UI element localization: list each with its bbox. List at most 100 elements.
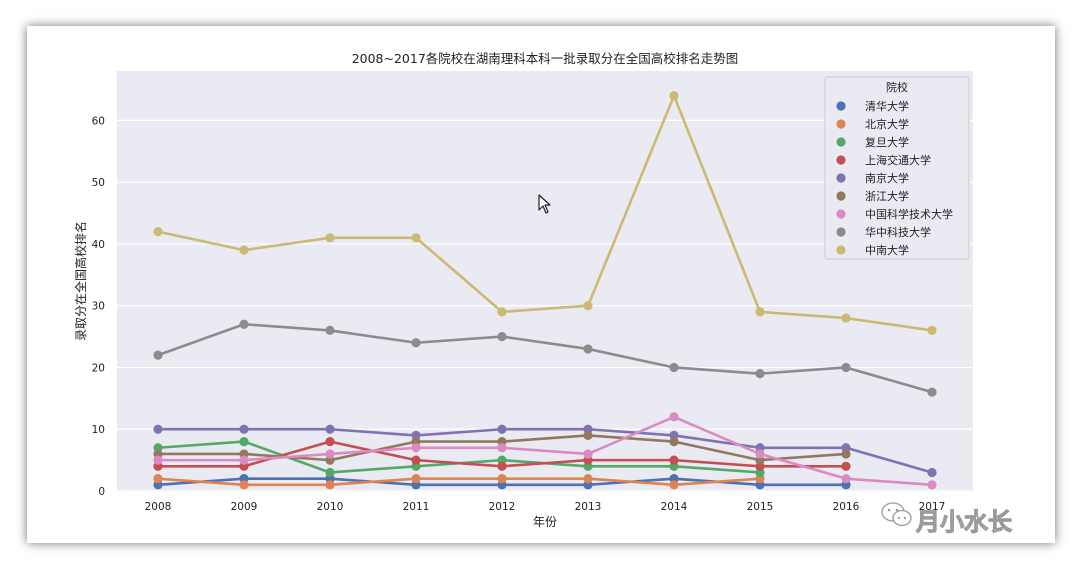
x-tick-label: 2013 (575, 501, 602, 513)
data-point (927, 387, 937, 397)
legend-marker (836, 137, 846, 147)
x-tick-label: 2011 (403, 501, 430, 513)
data-point (927, 325, 937, 336)
series-4 (153, 424, 937, 478)
data-point (755, 449, 765, 459)
y-tick-label: 40 (92, 239, 105, 251)
data-point (239, 436, 249, 447)
legend-label: 上海交通大学 (865, 153, 931, 167)
y-tick-label: 50 (92, 177, 105, 189)
x-tick-label: 2014 (661, 501, 688, 513)
data-point (927, 467, 937, 478)
data-point (497, 461, 507, 471)
data-point (669, 480, 679, 490)
mouse-cursor-icon (538, 194, 551, 214)
series-line (157, 322, 933, 394)
x-tick-label: 2008 (145, 501, 172, 513)
data-point (411, 443, 421, 453)
series-8 (153, 91, 937, 336)
x-tick-label: 2009 (231, 501, 258, 513)
series-line (158, 415, 933, 487)
data-point (239, 319, 249, 329)
x-tick-label: 2012 (489, 501, 516, 513)
chart-title: 2008~2017各院校在湖南理科本科一批录取分在全国高校排名走势图 (352, 51, 739, 66)
y-tick-label: 60 (92, 115, 105, 127)
legend-label: 中南大学 (865, 243, 909, 257)
legend-box (824, 76, 970, 260)
data-point (583, 301, 593, 311)
series-line (157, 94, 933, 332)
data-point (583, 449, 593, 459)
data-point (239, 245, 249, 255)
legend-label: 清华大学 (865, 99, 909, 113)
x-tick-label: 2017 (919, 501, 946, 513)
data-point (153, 350, 163, 360)
legend-label: 华中科技大学 (865, 225, 931, 239)
series-line (158, 427, 933, 474)
x-tick-labels: 2008 2009 2010 2011 2012 2013 2014 2015 2016 2017 (145, 501, 946, 513)
x-axis-label: 年份 (533, 515, 557, 529)
legend: 院校 清华大学北京大学复旦大学上海交通大学南京大学浙江大学中国科学技术大学华中科… (824, 76, 970, 260)
data-point (325, 424, 335, 434)
data-point (583, 474, 593, 484)
y-axis-label: 录取分在全国高校排名 (73, 221, 88, 341)
data-point (239, 480, 249, 490)
data-point (755, 307, 765, 317)
data-point (497, 331, 507, 342)
data-point (153, 455, 163, 465)
series-line (157, 477, 761, 487)
series-layer (153, 91, 937, 490)
data-point (669, 412, 679, 422)
legend-marker (836, 173, 846, 183)
data-point (497, 474, 507, 484)
y-tick-label: 0 (98, 486, 105, 498)
data-point (583, 430, 593, 441)
legend-label: 北京大学 (865, 117, 909, 131)
data-point (325, 480, 335, 490)
data-point (411, 338, 421, 348)
data-point (841, 313, 851, 323)
legend-marker (836, 191, 846, 201)
data-point (411, 474, 421, 484)
data-point (841, 449, 851, 459)
data-point (239, 424, 249, 434)
data-point (927, 480, 937, 490)
legend-label: 南京大学 (865, 171, 909, 185)
data-point (325, 467, 335, 478)
watermark-text: 月小水长 (915, 508, 1013, 536)
legend-marker (836, 227, 846, 237)
data-point (325, 436, 335, 447)
wechat-icon (881, 502, 912, 527)
legend-marker (836, 245, 846, 255)
chart: 2008~2017各院校在湖南理科本科一批录取分在全国高校排名走势图 0 10 20… (73, 51, 1013, 537)
data-point (497, 443, 507, 453)
legend-marker (836, 209, 846, 219)
data-point (669, 91, 679, 101)
watermark: 月小水长 (881, 502, 1013, 537)
data-point (153, 424, 163, 434)
data-point (239, 455, 249, 465)
data-point (325, 325, 335, 336)
data-point (755, 369, 765, 379)
data-point (841, 461, 851, 471)
y-tick-labels: 0 10 20 30 40 50 60 (92, 115, 105, 498)
data-point (497, 307, 507, 317)
legend-marker (836, 119, 846, 129)
legend-label: 中国科学技术大学 (865, 207, 953, 221)
data-point (841, 474, 851, 484)
data-point (153, 226, 163, 237)
x-tick-label: 2016 (833, 501, 860, 513)
x-tick-label: 2010 (317, 501, 344, 513)
legend-marker (836, 155, 846, 165)
data-point (669, 362, 679, 373)
y-tick-label: 10 (92, 424, 105, 436)
data-point (411, 233, 421, 243)
data-point (669, 436, 679, 447)
y-tick-label: 30 (92, 301, 105, 313)
data-point (325, 233, 335, 243)
y-tick-label: 20 (92, 362, 105, 374)
x-tick-label: 2015 (747, 501, 774, 513)
legend-marker (836, 101, 846, 111)
data-point (841, 362, 851, 373)
data-point (583, 344, 593, 354)
